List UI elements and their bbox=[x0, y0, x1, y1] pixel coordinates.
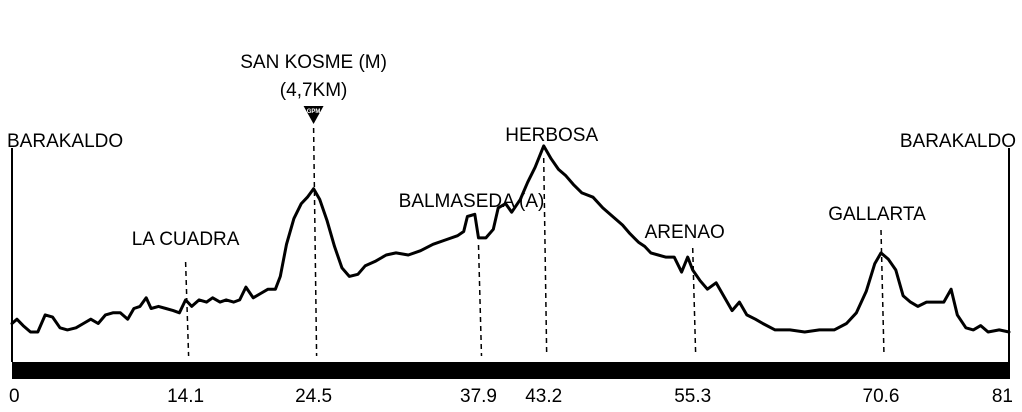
place-label-6: GALLARTA bbox=[828, 204, 926, 225]
place-labels: BARAKALDO LA CUADRA SAN KOSME (M) (4,7KM) GP… bbox=[7, 52, 1016, 250]
x-tick-label-5: 55.3 bbox=[674, 386, 711, 407]
place-label-2: SAN KOSME (M) bbox=[240, 52, 387, 73]
leader-line-3 bbox=[477, 244, 483, 357]
place-label-4: HERBOSA bbox=[505, 125, 598, 146]
leader-lines bbox=[184, 127, 885, 357]
place-label-1: LA CUADRA bbox=[132, 229, 240, 250]
leader-line-2 bbox=[312, 127, 318, 357]
elevation-profile-line bbox=[10, 144, 1011, 334]
x-tick-label-3: 37.9 bbox=[460, 386, 497, 407]
baseline-bar bbox=[12, 362, 1010, 379]
mountain-pass-marker-icon bbox=[303, 106, 324, 124]
leader-line-6 bbox=[880, 229, 885, 357]
leader-line-1 bbox=[184, 261, 190, 357]
x-tick-label-6: 70.6 bbox=[863, 386, 900, 407]
x-tick-label-4: 43.2 bbox=[525, 386, 562, 407]
place-label-5: ARENAO bbox=[645, 222, 725, 243]
x-axis-tick-labels: 0 14.1 24.5 37.9 43.2 55.3 70.6 81 bbox=[9, 386, 1013, 407]
x-tick-label-2: 24.5 bbox=[295, 386, 332, 407]
place-label-0: BARAKALDO bbox=[7, 131, 123, 152]
place-sublabel-2: (4,7KM) bbox=[280, 80, 348, 101]
place-label-3: BALMASEDA (A) bbox=[399, 191, 545, 212]
place-label-7: BARAKALDO bbox=[900, 131, 1016, 152]
leader-line-5 bbox=[691, 247, 697, 357]
leader-line-4 bbox=[542, 157, 548, 357]
x-tick-label-7: 81 bbox=[992, 386, 1013, 407]
x-tick-label-1: 14.1 bbox=[167, 386, 204, 407]
mountain-pass-marker-text: GPM bbox=[307, 109, 321, 115]
x-tick-label-0: 0 bbox=[9, 386, 20, 407]
